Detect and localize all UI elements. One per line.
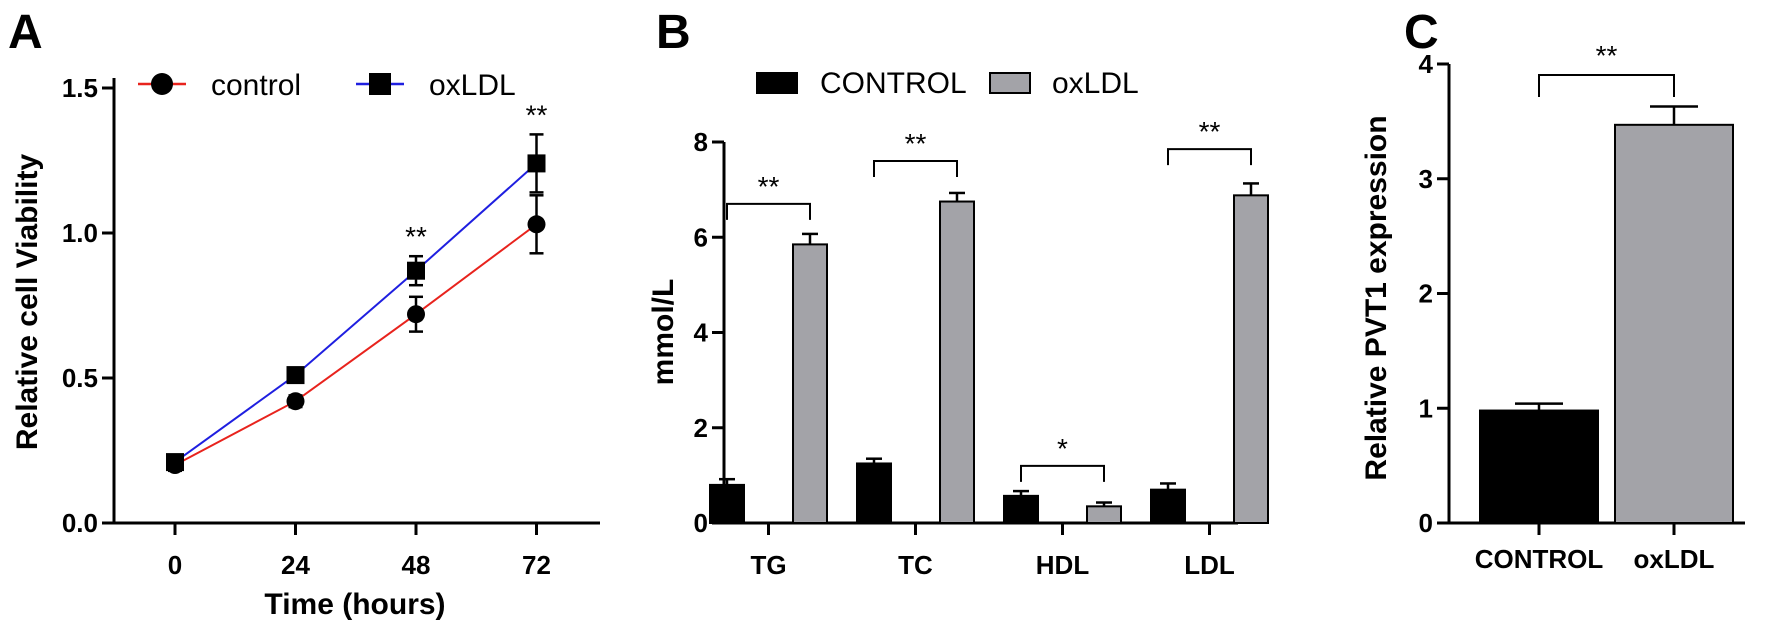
- chart-a-ylabel: Relative cell Viability: [11, 154, 44, 451]
- chart-b-ytick-label-0: 0: [694, 508, 708, 538]
- legend-item-control-b: CONTROL: [756, 67, 967, 100]
- bar-tc-oxldl: [939, 200, 975, 524]
- bar-tg-oxldl: [792, 243, 828, 525]
- bracket-pvt1: [1538, 74, 1675, 97]
- chart-a-axes: [112, 78, 600, 525]
- legend-oxldl-marker: [369, 73, 391, 95]
- bar-oxldl: [1614, 123, 1734, 524]
- chart-a-xtick-label-3: 72: [522, 550, 551, 580]
- series-control-point-1: [286, 392, 305, 411]
- series-oxldl-point-2: [407, 261, 425, 280]
- chart-c-ytick-label-3: 3: [1419, 164, 1433, 194]
- legend-item-oxldl: oxLDL: [356, 69, 516, 102]
- series-oxldl-line: [174, 162, 538, 463]
- chart-a-xlabel: Time (hours): [264, 588, 445, 621]
- legend-item-oxldl-b: oxLDL: [989, 67, 1139, 100]
- panel-label-a: A: [8, 6, 43, 59]
- legend-control-marker: [151, 73, 173, 95]
- chart-c-ytick-label-2: 2: [1419, 279, 1433, 309]
- chart-c: Relative PVT1 expression 0 1 2 3 4 CONTROL ox…: [1360, 40, 1745, 574]
- chart-c-ytick-label-4: 4: [1419, 49, 1434, 79]
- bracket-ldl: [1167, 148, 1252, 166]
- significance-hdl: *: [1057, 433, 1068, 464]
- legend-item-control: control: [138, 69, 301, 102]
- chart-c-ylabel: Relative PVT1 expression: [1360, 115, 1393, 480]
- bar-tc-control: [856, 462, 892, 524]
- significance-tc: **: [905, 128, 927, 159]
- chart-a-significance-1: **: [526, 99, 548, 130]
- chart-b-ytick-label-2: 4: [694, 318, 709, 348]
- chart-b-ylabel: mmol/L: [647, 279, 680, 386]
- chart-a-ytick-label-2: 1.0: [62, 218, 98, 248]
- chart-b-significance: *******: [726, 116, 1252, 482]
- chart-a-x-ticks: 0 24 48 72: [168, 523, 551, 580]
- chart-c-bars: CONTROL oxLDL: [1475, 105, 1734, 574]
- chart-b-xtick-label-2: HDL: [1036, 550, 1090, 580]
- chart-a-significance-0: **: [405, 221, 427, 252]
- legend-control-label: control: [211, 69, 301, 102]
- chart-c-ytick-label-0: 0: [1419, 508, 1433, 538]
- bar-ldl-control: [1150, 488, 1186, 525]
- chart-b-ytick-label-1: 2: [694, 413, 708, 443]
- series-oxldl-point-3: [527, 154, 546, 173]
- chart-b-legend: CONTROL oxLDL: [756, 67, 1139, 100]
- significance-pvt1: **: [1596, 40, 1618, 71]
- series-oxldl-point-0: [166, 453, 184, 472]
- chart-b-ytick-label-3: 6: [694, 222, 708, 252]
- chart-c-ytick-label-1: 1: [1419, 393, 1433, 423]
- chart-a-legend: control oxLDL: [138, 69, 516, 102]
- chart-c-significance: **: [1538, 40, 1675, 97]
- panel-label-b: B: [656, 6, 691, 59]
- legend-oxldl-swatch: [989, 72, 1031, 94]
- chart-c-y-ticks: 0 1 2 3 4: [1419, 49, 1449, 538]
- chart-a-series: [166, 133, 546, 474]
- significance-tg: **: [758, 171, 780, 202]
- legend-control-swatch: [756, 72, 798, 94]
- bar-hdl-control: [1003, 494, 1039, 525]
- bar-control: [1479, 409, 1599, 525]
- chart-b-y-ticks: 0 2 4 6 8: [694, 127, 724, 538]
- series-control-point-3: [527, 215, 546, 234]
- chart-a-ytick-label-0: 0.0: [62, 508, 98, 538]
- bracket-tg: [726, 202, 811, 220]
- chart-a-y-ticks: 0.0 0.5 1.0 1.5: [62, 73, 114, 538]
- chart-b-xtick-label-0: TG: [750, 550, 786, 580]
- chart-a-xtick-label-0: 0: [168, 550, 182, 580]
- legend-oxldl-b-label: oxLDL: [1052, 67, 1139, 100]
- chart-c-xtick-label-0: CONTROL: [1475, 544, 1604, 574]
- chart-a-ytick-label-3: 1.5: [62, 73, 98, 103]
- chart-a-xtick-label-1: 24: [281, 550, 310, 580]
- chart-a-xtick-label-2: 48: [402, 550, 431, 580]
- chart-a-significance: ** **: [405, 99, 547, 252]
- panel-label-c: C: [1404, 6, 1439, 59]
- series-oxldl-point-1: [286, 366, 305, 385]
- series-control-line: [174, 223, 538, 466]
- chart-b-ytick-label-4: 8: [694, 127, 708, 157]
- legend-control-b-label: CONTROL: [820, 67, 967, 100]
- significance-ldl: **: [1199, 116, 1221, 147]
- bar-ldl-oxldl: [1233, 194, 1269, 524]
- chart-b-bars: TG TC HDL LDL: [709, 182, 1269, 580]
- chart-c-xtick-label-1: oxLDL: [1634, 544, 1715, 574]
- legend-oxldl-label: oxLDL: [429, 69, 516, 102]
- bracket-tc: [873, 160, 958, 178]
- chart-a-ytick-label-1: 0.5: [62, 363, 98, 393]
- series-control-point-2: [407, 305, 425, 324]
- bar-tg-control: [709, 483, 745, 524]
- chart-b-xtick-label-1: TC: [898, 550, 933, 580]
- bracket-hdl: [1020, 464, 1105, 482]
- chart-a: Time (hours) Relative cell Viability 0.0…: [11, 69, 600, 621]
- chart-b-xtick-label-3: LDL: [1184, 550, 1235, 580]
- bar-hdl-oxldl: [1086, 505, 1122, 524]
